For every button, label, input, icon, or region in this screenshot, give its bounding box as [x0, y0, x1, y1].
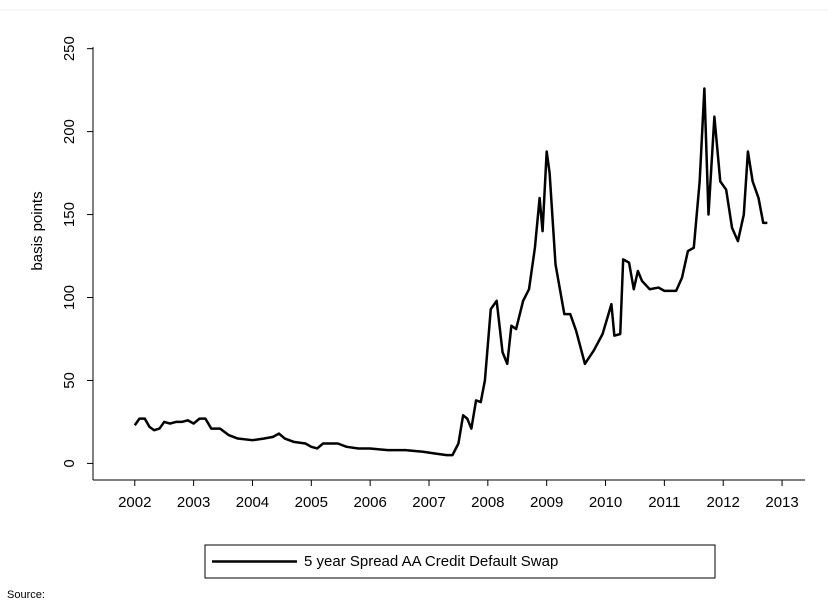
y-tick-label: 250	[61, 36, 78, 61]
y-tick-label: 100	[61, 285, 78, 310]
y-tick-label: 50	[61, 372, 78, 389]
x-tick-label: 2012	[707, 494, 740, 511]
x-tick-label: 2004	[236, 494, 269, 511]
y-axis-label: basis points	[29, 191, 46, 270]
y-tick-label: 200	[61, 119, 78, 144]
x-tick-label: 2003	[177, 494, 210, 511]
y-tick-label: 150	[61, 202, 78, 227]
y-tick-label: 0	[61, 459, 78, 467]
legend-label: 5 year Spread AA Credit Default Swap	[304, 553, 558, 570]
x-tick-label: 2005	[295, 494, 328, 511]
line	[133, 87, 768, 457]
x-tick-label: 2011	[648, 494, 680, 511]
x-tick-label: 2002	[118, 494, 151, 511]
x-tick-label: 2013	[765, 494, 798, 511]
x-tick-label: 2007	[412, 494, 445, 511]
x-tick-label: 2009	[530, 494, 563, 511]
x-tick-label: 2006	[353, 494, 386, 511]
note: Source:	[7, 589, 45, 601]
x-tick-label: 2008	[471, 494, 504, 511]
x-tick-label: 2010	[589, 494, 622, 511]
